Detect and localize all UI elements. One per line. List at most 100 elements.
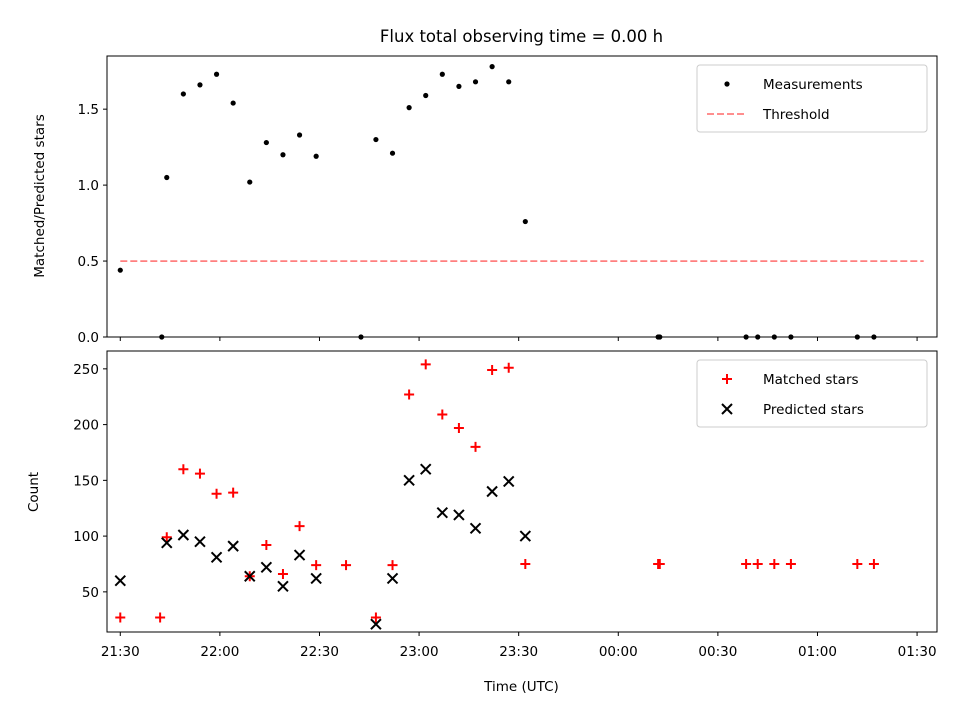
legend-label: Measurements: [763, 77, 863, 93]
measurement-point: [489, 64, 495, 70]
matched-star-point: [453, 422, 464, 433]
matched-star-point: [261, 540, 272, 551]
matched-star-point: [311, 560, 322, 571]
predicted-star-point: [503, 475, 515, 488]
matched-star-point: [437, 409, 448, 420]
measurement-point: [230, 100, 236, 106]
measurement-point: [373, 136, 379, 143]
matched-star-point: [852, 558, 863, 569]
y-tick-label: 0.5: [78, 254, 99, 270]
measurement-point: [423, 92, 429, 99]
legend-box: [696, 359, 928, 428]
predicted-star-point: [453, 509, 465, 521]
x-tick-label: 01:00: [798, 644, 837, 660]
x-tick-label: 00:00: [599, 644, 638, 660]
x-tick-label: 22:00: [200, 644, 239, 660]
predicted-star-point: [161, 537, 173, 549]
measurement-point: [180, 91, 186, 97]
y-tick-label: 250: [73, 362, 99, 378]
matched-star-point: [161, 532, 172, 543]
y-tick-label: 100: [73, 529, 99, 545]
measurement-point: [472, 79, 479, 85]
matched-star-point: [868, 558, 879, 569]
bottom-axes: 50 100 150 200 250 21:30 22:00 22:30 23:00 23:30 0…: [73, 350, 938, 660]
matched-star-point: [404, 389, 415, 400]
measurement-point: [456, 83, 462, 89]
measurement-point: [280, 152, 286, 158]
matched-star-point: [211, 488, 222, 499]
predicted-star-point: [436, 506, 449, 519]
axes-frame: [106, 350, 938, 633]
matched-star-point: [277, 569, 288, 580]
legend-label: Predicted stars: [763, 402, 864, 418]
predicted-star-point: [420, 463, 432, 475]
predicted-star-point: [114, 574, 126, 587]
x-tick-label: 23:00: [400, 644, 439, 660]
predicted-star-point: [210, 551, 223, 563]
legend-box: [696, 64, 928, 133]
matched-star-point: [155, 612, 166, 623]
top-y-axis-label: Matched/Predicted stars: [32, 114, 48, 277]
predicted-star-point: [277, 580, 289, 592]
measurement-point: [296, 132, 303, 138]
y-tick-label: 50: [82, 585, 99, 601]
measurement-point: [439, 71, 445, 77]
matched-star-point: [420, 359, 431, 370]
bottom-y-axis-label: Count: [26, 472, 42, 512]
x-tick-label: 23:30: [499, 644, 538, 660]
matched-star-point: [487, 364, 498, 375]
y-tick-label: 150: [73, 473, 99, 489]
predicted-star-point: [403, 474, 415, 487]
matched-star-point: [752, 558, 763, 569]
predicted-star-point: [293, 549, 306, 561]
matched-star-point: [503, 362, 514, 373]
measurement-point: [522, 218, 528, 225]
matched-star-point: [769, 558, 780, 569]
matched-star-point: [785, 558, 796, 569]
axes-frame: [106, 55, 938, 338]
measurement-point: [117, 267, 123, 273]
x-axis-label: Time (UTC): [483, 679, 559, 695]
x-tick-label: 01:30: [898, 644, 937, 660]
matched-star-point: [341, 560, 352, 571]
matched-star-point: [654, 558, 665, 569]
matched-star-point: [387, 560, 398, 571]
predicted-star-point: [177, 529, 190, 541]
matched-star-point: [520, 558, 531, 569]
predicted-star-point: [469, 522, 482, 535]
measurement-point: [406, 105, 412, 111]
matched-star-point: [178, 464, 189, 475]
legend-label: Threshold: [762, 107, 830, 123]
top-axes: 0.0 0.5 1.0 1.5 Measurements Threshold: [78, 55, 938, 346]
predicted-star-point: [260, 561, 273, 574]
legend-marker-measurements: [724, 81, 730, 87]
matched-star-point: [470, 441, 481, 452]
measurement-point: [197, 82, 203, 88]
matched-star-point: [294, 521, 305, 532]
y-tick-label: 1.0: [78, 178, 99, 194]
measurement-point: [389, 150, 396, 156]
measurement-point: [313, 153, 319, 159]
predicted-star-point: [370, 618, 382, 630]
legend-marker-predicted: [721, 403, 733, 415]
matched-star-point: [194, 468, 205, 479]
predicted-star-point: [227, 540, 239, 552]
predicted-star-point: [486, 485, 498, 498]
legend-label: Matched stars: [763, 372, 859, 388]
predicted-star-point: [194, 535, 206, 548]
chart-title: Flux total observing time = 0.00 h: [380, 27, 663, 46]
matched-star-point: [115, 612, 126, 623]
matched-star-point: [370, 612, 381, 623]
measurement-point: [506, 79, 512, 85]
y-tick-label: 0.0: [78, 330, 99, 346]
matched-star-point: [228, 487, 239, 498]
x-tick-label: 00:30: [698, 644, 737, 660]
y-tick-label: 1.5: [78, 102, 99, 118]
measurement-point: [263, 139, 269, 146]
x-tick-label: 22:30: [300, 644, 339, 660]
y-tick-label: 200: [73, 418, 99, 434]
measurement-point: [247, 179, 253, 185]
measurement-point: [213, 71, 220, 77]
legend-marker-matched: [722, 374, 732, 384]
